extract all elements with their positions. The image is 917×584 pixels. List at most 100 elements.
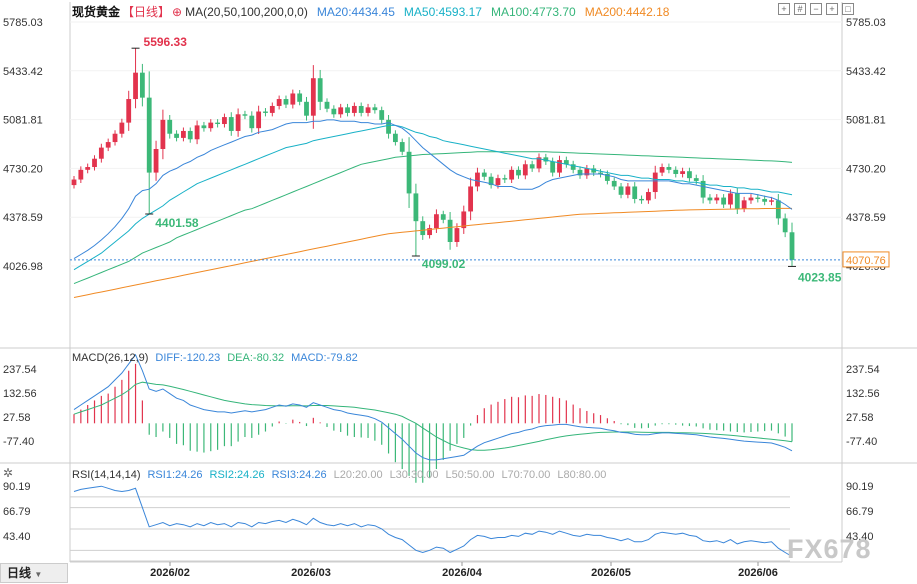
candle-body xyxy=(133,72,138,100)
candle-body xyxy=(269,105,275,113)
ma200-line xyxy=(73,207,792,298)
ma100-line xyxy=(73,151,793,285)
candle-body xyxy=(174,133,179,138)
candle-body xyxy=(646,192,651,201)
candle-body xyxy=(222,117,227,125)
extreme-label: 5596.33 xyxy=(144,35,188,49)
candle-body xyxy=(591,168,597,173)
candle-body xyxy=(495,178,501,186)
main-y-tick-label-right: 5785.03 xyxy=(846,17,886,29)
candle-body xyxy=(194,125,200,140)
rsi-l50: L50:50.00 xyxy=(445,469,495,481)
candle-body xyxy=(461,211,467,229)
fullscreen-icon[interactable]: □ xyxy=(842,3,854,15)
macd-y-tick-label-left: 237.54 xyxy=(3,364,37,376)
candle-body xyxy=(215,122,220,125)
candle-body xyxy=(235,114,241,131)
candle-body xyxy=(119,122,125,134)
refresh-icon[interactable]: ⊕ xyxy=(172,5,183,19)
main-y-tick-label-left: 5081.81 xyxy=(3,115,43,127)
candle-body xyxy=(358,105,364,113)
candle-body xyxy=(659,167,665,173)
candle-body xyxy=(666,167,672,170)
candle-body xyxy=(782,218,788,233)
extreme-label: 4099.02 xyxy=(422,257,466,271)
candle-body xyxy=(652,172,658,193)
zoom-in-icon[interactable]: + xyxy=(826,3,838,15)
candle-body xyxy=(775,200,781,219)
x-tick-label: 2026/02 xyxy=(150,567,190,579)
candle-body xyxy=(611,180,617,187)
macd-params: MACD(26,12,9) xyxy=(72,352,149,364)
ma50-value: MA50:4593.17 xyxy=(403,5,482,19)
candle-body xyxy=(728,193,733,205)
x-tick-label: 2026/03 xyxy=(291,567,331,579)
candle-body xyxy=(714,197,720,201)
macd-y-tick-label-right: -77.40 xyxy=(846,436,877,448)
candle-body xyxy=(516,169,521,176)
candle-body xyxy=(146,97,152,173)
candle-body xyxy=(673,169,679,174)
main-y-tick-label-left: 5433.42 xyxy=(3,66,43,78)
main-y-tick-label-left: 4026.98 xyxy=(3,261,43,273)
candle-body xyxy=(249,115,255,129)
candle-body xyxy=(167,119,173,134)
rsi-header: RSI(14,14,14) RSI1:24.26 RSI2:24.26 RSI3:24… xyxy=(72,469,613,481)
chart-toolbar: + # − + □ xyxy=(778,3,858,15)
rsi-l20: L20:20.00 xyxy=(333,469,383,481)
candle-body xyxy=(112,133,118,143)
rsi-params: RSI(14,14,14) xyxy=(72,469,141,481)
candle-body xyxy=(440,214,446,220)
macd-header: MACD(26,12,9) DIFF:-120.23 DEA:-80.32 MACD:… xyxy=(72,352,365,364)
main-y-tick-label-right: 4730.20 xyxy=(846,163,886,175)
candle-body xyxy=(263,111,268,113)
candle-body xyxy=(755,197,761,199)
candle-body xyxy=(454,228,460,242)
rsi3-value: RSI3:24.26 xyxy=(271,469,327,481)
x-tick-label: 2026/05 xyxy=(591,567,631,579)
candle-body xyxy=(741,200,747,209)
candle-body xyxy=(570,164,576,170)
candle-body xyxy=(522,164,528,176)
candle-body xyxy=(693,178,699,181)
candle-body xyxy=(324,101,330,109)
macd-y-tick-label-left: 27.58 xyxy=(3,412,31,424)
macd-value: MACD:-79.82 xyxy=(291,352,358,364)
macd-y-tick-label-right: 237.54 xyxy=(846,364,880,376)
candle-body xyxy=(475,172,480,187)
candle-body xyxy=(543,157,549,162)
candle-body xyxy=(345,107,350,113)
candle-body xyxy=(331,108,337,115)
candle-body xyxy=(413,193,419,222)
macd-y-tick-label-left: 132.56 xyxy=(3,388,37,400)
candle-body xyxy=(502,178,508,180)
crosshair-tool-icon[interactable]: + xyxy=(778,3,790,15)
candle-body xyxy=(317,78,323,102)
ma50-line xyxy=(73,124,793,271)
main-y-tick-label-left: 4378.59 xyxy=(3,212,43,224)
rsi-y-tick-label-right: 43.40 xyxy=(846,531,874,543)
candle-body xyxy=(529,164,535,169)
macd-diff: DIFF:-120.23 xyxy=(155,352,221,364)
candle-body xyxy=(242,114,248,116)
candle-body xyxy=(228,117,234,131)
extreme-label: 4023.85 xyxy=(798,270,842,284)
zoom-out-icon[interactable]: − xyxy=(810,3,822,15)
candle-body xyxy=(639,198,644,201)
candle-body xyxy=(98,147,104,159)
period-tab[interactable]: 日线 ▼ xyxy=(0,563,68,583)
candle-body xyxy=(365,107,371,113)
candle-body xyxy=(406,151,412,194)
settings-gear-icon[interactable]: ✲ xyxy=(3,466,14,480)
candle-body xyxy=(488,176,494,186)
grid-tool-icon[interactable]: # xyxy=(794,3,806,15)
candle-body xyxy=(769,200,774,202)
main-y-tick-label-left: 4730.20 xyxy=(3,163,43,175)
macd-y-tick-label-left: -77.40 xyxy=(3,436,34,448)
candle-body xyxy=(160,119,166,149)
macd-diff-line xyxy=(73,353,793,461)
candle-body xyxy=(420,221,426,236)
candle-body xyxy=(276,99,282,106)
candle-body xyxy=(481,172,487,177)
